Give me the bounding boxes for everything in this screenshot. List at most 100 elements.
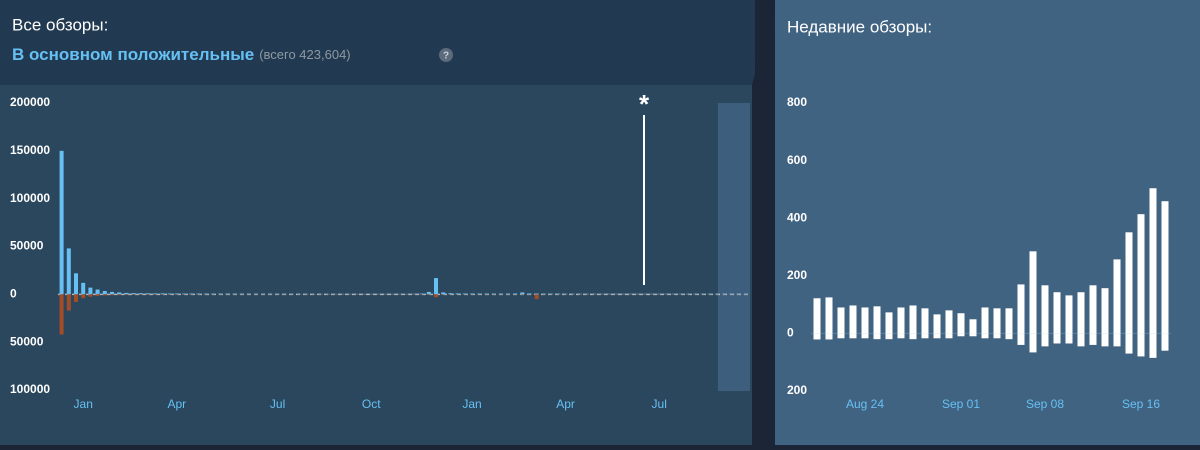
x-tick-label: Jan <box>462 397 481 411</box>
bar <box>826 297 833 333</box>
bar <box>146 293 150 294</box>
x-tick-label: Sep 08 <box>1026 397 1064 411</box>
bar <box>441 292 445 294</box>
recent-range-highlight <box>718 103 750 391</box>
help-icon-text[interactable]: ? <box>443 51 449 62</box>
y-tick-label: 200 <box>787 383 807 397</box>
bar <box>898 333 905 338</box>
bar <box>814 333 821 339</box>
recent-panel <box>775 0 1200 445</box>
bar <box>814 298 821 333</box>
bar <box>729 294 733 295</box>
bar <box>994 333 1001 338</box>
bar <box>535 294 539 295</box>
bar <box>850 333 857 338</box>
bar <box>934 333 941 338</box>
x-tick-label: Aug 24 <box>846 397 884 411</box>
annotation: * <box>639 89 650 119</box>
y-tick-label: 200 <box>787 268 807 282</box>
bar <box>160 293 164 294</box>
bar <box>1114 333 1121 346</box>
bar <box>1030 251 1037 333</box>
bar <box>994 308 1001 333</box>
bar <box>196 294 200 295</box>
bar <box>1090 285 1097 333</box>
bar <box>922 333 929 338</box>
bar <box>132 294 136 295</box>
bar <box>103 291 107 294</box>
bar <box>74 294 78 302</box>
x-tick-label: Jul <box>652 397 667 411</box>
bar <box>898 307 905 333</box>
bar <box>420 294 424 295</box>
bar <box>204 294 208 295</box>
bar <box>535 294 539 299</box>
x-tick-label: Jan <box>74 397 93 411</box>
bar <box>88 294 92 296</box>
bar <box>934 314 941 333</box>
bar <box>232 294 236 295</box>
bar <box>600 294 604 295</box>
bar <box>60 294 64 334</box>
bar <box>628 294 632 295</box>
bar <box>175 293 179 294</box>
bar <box>60 151 64 294</box>
bar <box>1162 201 1169 333</box>
review-total: (всего 423,604) <box>259 47 350 62</box>
bar <box>168 293 172 294</box>
bar <box>970 333 977 336</box>
bar <box>261 294 265 295</box>
bar <box>672 294 676 295</box>
bar <box>139 294 143 295</box>
y-tick-label: 800 <box>787 95 807 109</box>
bar <box>103 294 107 295</box>
bar <box>1006 308 1013 333</box>
bar <box>571 294 575 295</box>
x-tick-label: Sep 01 <box>942 397 980 411</box>
y-tick-label: 0 <box>787 326 794 340</box>
bar <box>679 294 683 295</box>
overall-summary: В основном положительные(всего 423,604) <box>12 45 351 64</box>
bar <box>1102 288 1109 333</box>
bar <box>850 305 857 333</box>
bar <box>132 293 136 294</box>
bar <box>578 294 582 295</box>
recent-label: Недавние обзоры: <box>787 17 932 36</box>
bar <box>81 283 85 294</box>
bar <box>182 294 186 295</box>
bar <box>862 307 869 333</box>
bar <box>657 294 661 295</box>
bar <box>477 294 481 295</box>
bar <box>520 292 524 294</box>
bar <box>585 294 589 295</box>
bar <box>1126 333 1133 353</box>
y-tick-label: 600 <box>787 153 807 167</box>
bar <box>607 294 611 295</box>
bar <box>1114 259 1121 333</box>
bar <box>484 294 488 295</box>
bar <box>1066 295 1073 333</box>
bar <box>838 333 845 338</box>
bar <box>153 293 157 294</box>
bar <box>225 294 229 295</box>
x-tick-label: Sep 16 <box>1122 397 1160 411</box>
bar <box>499 294 503 295</box>
bar <box>946 333 953 338</box>
bar <box>1090 333 1097 345</box>
bar <box>139 293 143 294</box>
bar <box>556 294 560 295</box>
bar <box>1150 333 1157 357</box>
bar <box>492 294 496 295</box>
y-tick-label: 100000 <box>10 191 50 205</box>
bar <box>1030 333 1037 352</box>
bar <box>412 294 416 295</box>
bar <box>708 294 712 295</box>
bar <box>982 333 989 338</box>
bar <box>211 294 215 295</box>
bar <box>96 294 100 296</box>
bar <box>513 293 517 294</box>
bar <box>614 294 618 295</box>
bar <box>117 292 121 294</box>
